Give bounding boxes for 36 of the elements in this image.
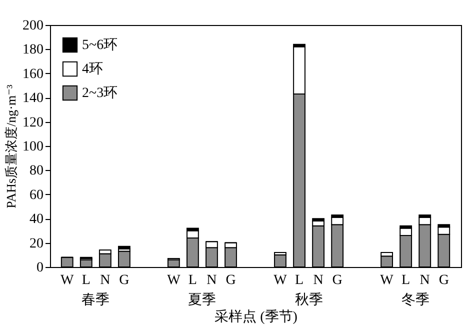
y-tick-label: 140 [22,91,44,106]
text: 春季 [82,292,110,308]
legend-label: 5~6环 [82,38,118,53]
x-tick-label: W [60,273,75,288]
x-tick-label: G [226,273,236,288]
x-tick-label: N [206,273,217,288]
y-axis-title: PAHs质量浓度/ng·m⁻³ [4,84,18,208]
x-axis-title: 采样点 (季节) [214,309,298,325]
y-tick-label: 120 [22,115,44,130]
x-tick-label: L [294,273,304,288]
legend-label: 4环 [82,62,103,77]
y-tick-label: 100 [22,140,44,154]
legend-label: 2~3环 [82,86,118,101]
x-tick-label: W [380,273,394,288]
text: 夏季 [188,292,216,308]
y-tick-label: 60 [30,188,44,203]
x-tick-label: G [332,273,342,288]
x-tick-label: L [188,273,197,288]
x-tick-label: N [313,273,324,288]
y-tick-label: 40 [30,212,44,228]
text: 秋季 [294,292,323,308]
x-tick-label: G [119,273,130,288]
y-tick-label: 80 [30,164,44,179]
x-tick-label: W [167,273,182,288]
y-tick-label: 20 [30,236,44,252]
x-tick-label: W [274,273,288,288]
y-tick-label: 200 [22,18,44,34]
y-tick-label: 180 [22,42,44,58]
text: 冬季 [401,292,430,308]
y-tick-label: 0 [36,260,44,276]
x-tick-label: L [402,273,410,288]
y-tick-label: 160 [22,66,44,82]
x-tick-label: L [82,273,90,288]
x-tick-label: N [420,273,430,288]
x-tick-label: N [100,273,110,288]
x-tick-label: G [438,273,449,288]
